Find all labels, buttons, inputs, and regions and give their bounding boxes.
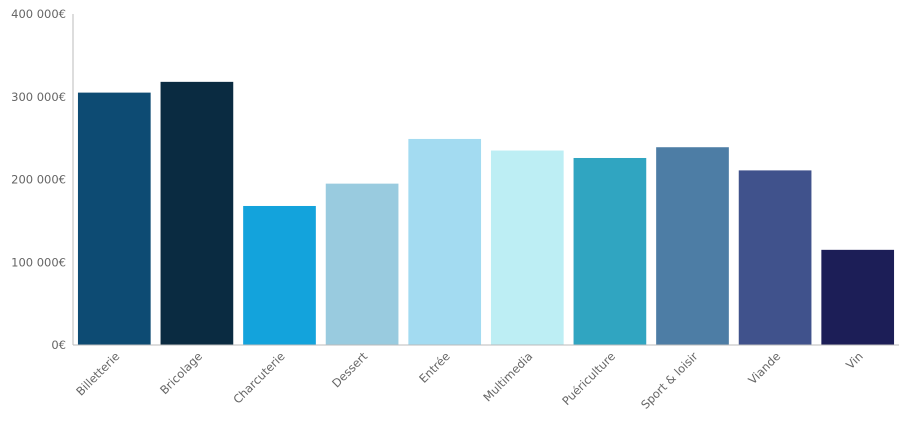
- x-tick-label: Sport & loisir: [638, 349, 701, 412]
- x-tick-label: Viande: [745, 349, 783, 387]
- y-axis-tick-labels: 0€ 100 000€ 200 000€ 300 000€ 400 000€: [11, 7, 66, 352]
- bar-multimedia[interactable]: [490, 150, 564, 345]
- x-tick-label: Puériculture: [559, 349, 618, 408]
- bar-dessert[interactable]: [325, 183, 399, 345]
- bar-pu-riculture[interactable]: [573, 157, 647, 345]
- x-tick-label: Bricolage: [157, 349, 205, 397]
- y-tick-label: 0€: [51, 338, 66, 352]
- y-tick-label: 100 000€: [11, 255, 66, 269]
- x-axis-tick-labels: Billetterie Bricolage Charcuterie Dessert En…: [73, 349, 866, 412]
- bar-charcuterie[interactable]: [243, 205, 316, 345]
- bar-viande[interactable]: [738, 170, 812, 345]
- bar-entr-e[interactable]: [408, 138, 482, 345]
- bar-sport-loisir[interactable]: [656, 147, 729, 345]
- y-tick-label: 400 000€: [11, 7, 66, 21]
- bars: [77, 81, 895, 345]
- x-tick-label: Vin: [843, 349, 866, 372]
- y-tick-label: 300 000€: [11, 90, 66, 104]
- bar-bricolage[interactable]: [160, 81, 234, 345]
- x-tick-label: Charcuterie: [230, 349, 287, 406]
- bar-vin[interactable]: [821, 249, 895, 345]
- x-tick-label: Billetterie: [73, 349, 122, 398]
- bar-billetterie[interactable]: [77, 92, 151, 345]
- y-tick-label: 200 000€: [11, 173, 66, 187]
- x-tick-label: Multimedia: [480, 349, 535, 404]
- x-tick-label: Entrée: [416, 349, 453, 386]
- x-tick-label: Dessert: [329, 349, 371, 391]
